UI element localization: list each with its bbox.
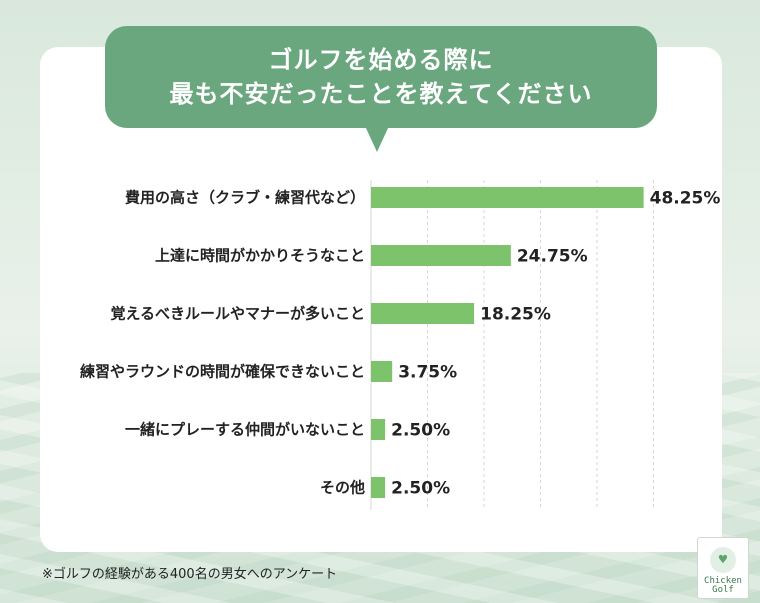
logo-text-1: Chicken [704, 576, 742, 586]
value-label: 24.75% [517, 247, 588, 267]
bar [371, 303, 475, 324]
title-bubble-tail [365, 126, 389, 152]
chicken-icon: ♥ [710, 547, 736, 573]
title-bubble: ゴルフを始める際に 最も不安だったことを教えてください [105, 26, 657, 128]
title-line-1: ゴルフを始める際に [268, 46, 494, 74]
value-label: 3.75% [398, 363, 457, 383]
category-label: 一緒にプレーする仲間がいないこと [125, 421, 365, 439]
value-label: 18.25% [480, 305, 551, 325]
bar [371, 245, 511, 266]
bar [371, 187, 644, 208]
logo-text-2: Golf [712, 585, 734, 595]
footnote: ※ゴルフの経験がある400名の男女へのアンケート [42, 567, 338, 582]
value-label: 2.50% [391, 479, 450, 499]
bar [371, 477, 386, 498]
chicken-golf-logo: ♥ Chicken Golf [697, 537, 749, 599]
category-label: 上達に時間がかかりそうなこと [155, 247, 365, 265]
title-line-2: 最も不安だったことを教えてください [169, 80, 593, 108]
value-label: 2.50% [391, 421, 450, 441]
category-label: 練習やラウンドの時間が確保できないこと [80, 363, 365, 381]
category-label: 覚えるべきルールやマナーが多いこと [110, 305, 365, 323]
bar [371, 419, 386, 440]
category-label: その他 [320, 479, 365, 497]
value-label: 48.25% [650, 189, 721, 209]
category-label: 費用の高さ（クラブ・練習代など） [125, 189, 365, 207]
bar [371, 361, 393, 382]
